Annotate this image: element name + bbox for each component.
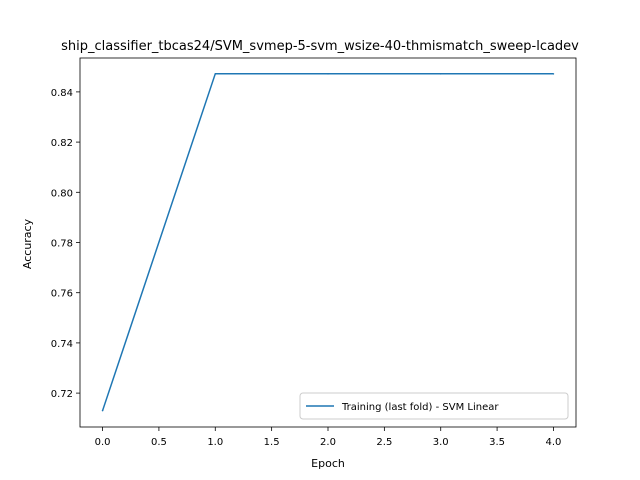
y-tick-label: 0.84: [51, 88, 73, 99]
x-tick-label: 1.0: [207, 437, 223, 448]
x-tick-label: 0.5: [151, 437, 167, 448]
chart-title: ship_classifier_tbcas24/SVM_svmep-5-svm_…: [61, 39, 579, 54]
data-point: [101, 409, 104, 412]
y-tick-label: 0.72: [51, 389, 73, 400]
legend-box: [299, 392, 569, 420]
x-tick-label: 3.0: [433, 437, 449, 448]
x-axis-label: Epoch: [311, 457, 345, 470]
data-point: [214, 73, 217, 75]
y-axis-label: Accuracy: [21, 218, 34, 269]
x-tick-label: 1.5: [264, 437, 280, 448]
y-tick-label: 0.82: [51, 138, 73, 149]
plot-frame: [79, 57, 577, 428]
y-tick-label: 0.78: [51, 239, 73, 250]
data-point: [552, 73, 555, 75]
x-tick-label: 3.5: [489, 437, 505, 448]
x-tick-label: 2.5: [376, 437, 392, 448]
x-tick-label: 4.0: [546, 437, 562, 448]
legend-entry: Training (last fold) - SVM Linear: [341, 402, 499, 413]
y-tick-label: 0.76: [51, 289, 73, 300]
x-tick-label: 2.0: [320, 437, 336, 448]
plot-area: 0.0 0.5 1.0 1.5 2.0 2.5 3.0 3.5 4.0 0.72 0.74 0.76 0…: [51, 57, 577, 448]
data-point: [439, 73, 442, 75]
x-tick-label: 0.0: [95, 437, 111, 448]
data-point: [327, 73, 329, 75]
y-tick-label: 0.74: [51, 339, 73, 350]
y-tick-label: 0.80: [51, 188, 73, 199]
